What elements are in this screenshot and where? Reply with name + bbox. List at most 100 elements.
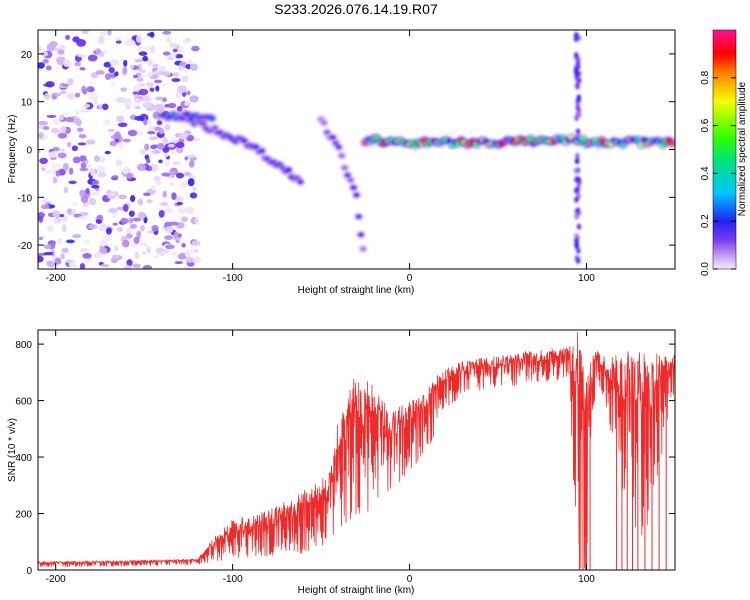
spectrogram-noise-blob [76, 127, 84, 133]
spectrogram-feature-blob [357, 232, 365, 238]
spectrogram-noise-blob [184, 156, 189, 161]
spectrogram-noise-blob [77, 54, 86, 58]
spectrogram-noise-blob [138, 51, 148, 56]
snr-y-axis: 0 200 400 600 800 [15, 340, 675, 577]
spectrogram-feature-blob [285, 167, 292, 173]
spectrogram-noise-blob [161, 172, 171, 177]
spectrogram-noise-blob [177, 132, 188, 140]
spectrogram-noise-blob [121, 239, 130, 248]
spectrogram-noise-blob [187, 154, 196, 158]
spectrogram-noise-blob [165, 244, 175, 250]
spectrogram-noise-blob [186, 206, 195, 215]
spectrogram-noise-blob [191, 240, 201, 247]
spectrogram-noise-blob [98, 246, 108, 255]
spectrogram-noise-blob [96, 172, 107, 178]
spectrogram-noise-blob [60, 125, 67, 134]
spectrogram-burst-blob [574, 196, 579, 203]
spectrogram-feature-blob [355, 214, 362, 220]
spectrogram-noise-blob [78, 134, 87, 139]
spectrogram-noise-blob [164, 161, 169, 168]
spectrogram-noise-blob [173, 231, 179, 239]
spectrogram-noise-blob [153, 104, 163, 112]
spectrogram-noise-blob [136, 77, 144, 82]
spectrogram-noise-blob [102, 234, 113, 242]
spectrogram-noise-blob [153, 254, 159, 259]
spectrogram-noise-blob [116, 115, 125, 122]
spectrogram-noise-blob [148, 126, 155, 131]
spectrogram-noise-blob [186, 90, 191, 96]
spectrogram-noise-blob [129, 223, 138, 229]
spectrogram-noise-blob [120, 87, 128, 92]
spectrogram-noise-blob [165, 37, 172, 43]
spectrogram-noise-blob [123, 265, 132, 269]
spectrogram-noise-blob [191, 186, 197, 192]
spectrogram-noise-blob [147, 152, 155, 156]
spectrogram-noise-blob [193, 138, 201, 142]
spectrogram-noise-blob [126, 173, 133, 180]
spectrogram-noise-blob [163, 248, 170, 254]
spectrogram-feature-blob [320, 120, 328, 126]
colorbar-tick-label: 0.6 [700, 118, 711, 132]
spectrogram-noise-blob [185, 256, 195, 263]
spec-xtick-label: -200 [46, 273, 66, 284]
spectrogram-noise-blob [168, 42, 178, 49]
spectrogram-noise-blob [168, 170, 176, 175]
spectrogram-noise-blob [91, 184, 100, 189]
spectrogram-noise-blob [143, 192, 151, 197]
spectrogram-noise-blob [181, 38, 192, 44]
spectrogram-noise-blob [175, 146, 184, 154]
spectrogram-noise-blob [112, 211, 117, 218]
spectrogram-noise-blob [149, 31, 155, 38]
spectrogram-burst-blob [574, 233, 579, 240]
spectrogram-burst-blob [574, 242, 579, 249]
spectrogram-noise-blob [40, 50, 49, 57]
spectrogram-noise-blob [86, 139, 96, 145]
spectrogram-noise-blob [114, 71, 119, 77]
spectrogram-noise-blob [110, 265, 115, 269]
colorbar-label: Normalized spectral amplitude [737, 81, 748, 216]
spec-xtick-label: 100 [578, 273, 595, 284]
spectrogram-noise-blob [65, 34, 71, 40]
spectrogram-noise-blob [43, 92, 51, 100]
spectrogram-noise-blob [116, 206, 125, 211]
spectrogram-noise-blob [191, 256, 201, 264]
spectrogram-feature-blob [668, 140, 675, 146]
spectrogram-feature-blob [208, 115, 216, 121]
spectrogram-noise-blob [170, 150, 176, 155]
spectrogram-noise-blob [79, 155, 87, 162]
spectrogram-noise-blob [99, 264, 110, 268]
spectrogram-noise-blob [138, 69, 147, 73]
spectrogram-noise-blob [62, 59, 72, 67]
spectrogram-noise-blob [88, 95, 98, 101]
spectrogram-noise-blob [189, 63, 198, 71]
spectrogram-noise-blob [171, 192, 177, 201]
spectrogram-noise-blob [40, 204, 50, 210]
snr-ytick-label: 800 [15, 340, 32, 351]
spectrogram-noise-blob [191, 45, 200, 52]
spectrogram-noise-blob [158, 210, 165, 218]
spectrogram-noise-blob [46, 114, 57, 118]
spectrogram-noise-blob [162, 136, 168, 144]
spectrogram-noise-blob [104, 73, 112, 81]
spectrogram-noise-blob [128, 217, 134, 224]
spectrogram-noise-blob [187, 178, 195, 187]
spectrogram-burst-blob [576, 94, 582, 101]
colorbar: 0.0 0.2 0.4 0.6 0.8 Normalized spectral ampl… [700, 29, 748, 276]
snr-dropout-lines [578, 350, 667, 570]
spec-xtick-label: 0 [407, 273, 413, 284]
spectrogram-feature-blob [335, 144, 343, 150]
spectrogram-noise-blob [178, 207, 188, 214]
spectrogram-noise-blob [155, 179, 162, 186]
spectrogram-noise-blob [172, 48, 178, 53]
spectrogram-noise-blob [103, 61, 112, 68]
spectrogram-noise-blob [65, 239, 75, 244]
spectrogram-noise-blob [112, 222, 119, 226]
spectrogram-noise-blob [79, 211, 89, 216]
spectrogram-noise-blob [134, 105, 141, 110]
spectrogram-x-axis: -200 -100 0 100 [46, 30, 595, 284]
spectrogram-noise-blob [63, 112, 70, 116]
spectrogram-noise-blob [127, 129, 138, 137]
spectrogram-noise-blob [153, 176, 161, 181]
spectrogram-noise-blob [157, 71, 166, 75]
spectrogram-noise-blob [152, 74, 159, 79]
